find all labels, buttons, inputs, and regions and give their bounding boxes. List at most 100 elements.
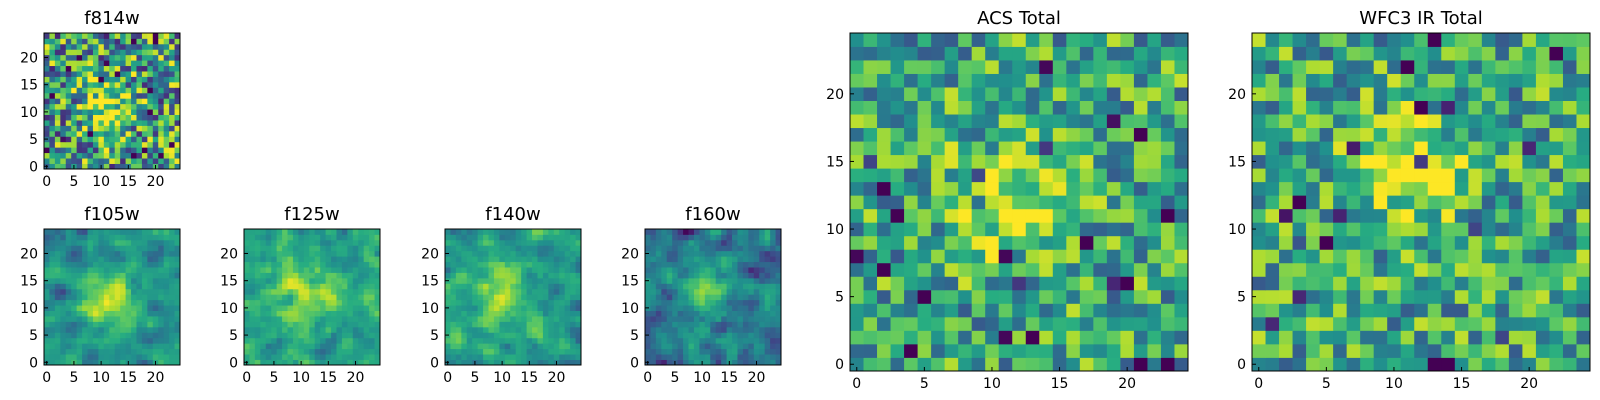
heatmap-cell: [1373, 141, 1388, 156]
heatmap-cell: [1319, 289, 1334, 304]
heatmap-cell: [369, 348, 375, 355]
heatmap-cell: [314, 316, 321, 322]
heatmap-cell: [742, 250, 749, 257]
heatmap-cell: [477, 359, 484, 366]
heatmap-cell: [1066, 168, 1081, 183]
heatmap-cell: [510, 277, 517, 284]
heatmap-cell: [1441, 127, 1456, 142]
heatmap-cell: [136, 141, 143, 148]
heatmap-cell: [147, 49, 154, 56]
heatmap-cell: [103, 267, 110, 273]
heatmap-cell: [141, 81, 148, 88]
heatmap-cell: [98, 316, 105, 322]
heatmap-cell: [331, 316, 337, 322]
heatmap-cell: [44, 152, 50, 159]
heatmap-cell: [650, 337, 657, 344]
heatmap-cell: [548, 321, 555, 328]
heatmap-cell: [1066, 73, 1081, 88]
heatmap-cell: [1252, 114, 1266, 129]
heatmap-cell: [515, 337, 522, 344]
panel-title-f140w: f140w: [485, 204, 540, 225]
heatmap-cell: [82, 250, 88, 257]
heatmap-cell: [98, 337, 105, 344]
heatmap-cell: [466, 359, 473, 366]
heatmap-cell: [298, 348, 305, 355]
heatmap-cell: [931, 357, 946, 372]
heatmap-cell: [1039, 127, 1054, 142]
heatmap-cell: [374, 354, 381, 360]
heatmap-cell: [276, 348, 283, 355]
heatmap-cell: [76, 239, 83, 246]
heatmap-cell: [526, 267, 533, 273]
heatmap-cell: [1052, 73, 1067, 88]
heatmap-cell: [1174, 168, 1189, 183]
heatmap-cell: [125, 250, 132, 257]
heatmap-cell: [1039, 289, 1054, 304]
heatmap-cell: [109, 272, 116, 279]
heatmap-cell: [76, 152, 83, 159]
heatmap-cell: [998, 141, 1013, 156]
heatmap-cell: [158, 299, 165, 306]
heatmap-cell: [944, 276, 959, 291]
heatmap-cell: [303, 310, 310, 317]
heatmap-cell: [76, 316, 83, 322]
heatmap-cell: [352, 272, 359, 279]
heatmap-cell: [374, 234, 381, 241]
heatmap-cell: [1012, 127, 1027, 142]
heatmap-cell: [998, 343, 1013, 358]
heatmap-cell: [532, 359, 538, 366]
heatmap-cell: [890, 235, 905, 250]
heatmap-cell: [521, 354, 527, 360]
heatmap-cell: [76, 250, 83, 257]
heatmap-cell: [169, 76, 175, 83]
heatmap-cell: [677, 234, 684, 241]
heatmap-cell: [98, 299, 105, 306]
heatmap-cell: [1373, 73, 1388, 88]
heatmap-cell: [374, 348, 381, 355]
heatmap-cell: [82, 245, 88, 252]
heatmap-cell: [493, 256, 500, 263]
heatmap-cell: [575, 294, 582, 301]
heatmap-cell: [169, 267, 175, 273]
heatmap-cell: [1133, 303, 1148, 318]
heatmap-cell: [147, 87, 154, 94]
heatmap-cell: [1549, 235, 1564, 250]
heatmap-cell: [645, 234, 651, 241]
heatmap-cell: [1160, 33, 1175, 47]
heatmap-cell: [998, 127, 1013, 142]
heatmap-cell: [147, 294, 154, 301]
heatmap-cell: [60, 130, 67, 137]
heatmap-cell: [510, 283, 517, 290]
heatmap-cell: [477, 234, 484, 241]
heatmap-cell: [1373, 208, 1388, 223]
heatmap-cell: [931, 235, 946, 250]
heatmap-cell: [163, 321, 170, 328]
heatmap-cell: [325, 299, 332, 306]
heatmap-cell: [575, 239, 582, 246]
heatmap-cell: [704, 294, 711, 301]
heatmap-cell: [1106, 87, 1121, 101]
heatmap-cell: [1387, 73, 1402, 88]
heatmap-cell: [82, 76, 88, 83]
heatmap-cell: [1160, 235, 1175, 250]
heatmap-cell: [575, 305, 582, 311]
heatmap-cell: [553, 343, 560, 350]
heatmap-cell: [1093, 87, 1108, 101]
heatmap-cell: [1147, 181, 1162, 196]
heatmap-cell: [276, 299, 283, 306]
y-tick-label: 15: [826, 154, 844, 170]
heatmap-cell: [917, 73, 932, 88]
heatmap-cell: [1174, 181, 1189, 196]
heatmap-cell: [521, 337, 527, 344]
heatmap-cell: [109, 250, 116, 257]
heatmap-cell: [863, 141, 878, 156]
heatmap-cell: [141, 49, 148, 56]
heatmap-cell: [374, 294, 381, 301]
heatmap-cell: [1066, 87, 1081, 101]
heatmap-cell: [287, 343, 294, 350]
heatmap-cell: [152, 38, 159, 45]
heatmap-cell: [655, 321, 662, 328]
heatmap-cell: [1306, 168, 1320, 183]
heatmap-cell: [1093, 73, 1108, 88]
heatmap-cell: [1360, 249, 1375, 264]
